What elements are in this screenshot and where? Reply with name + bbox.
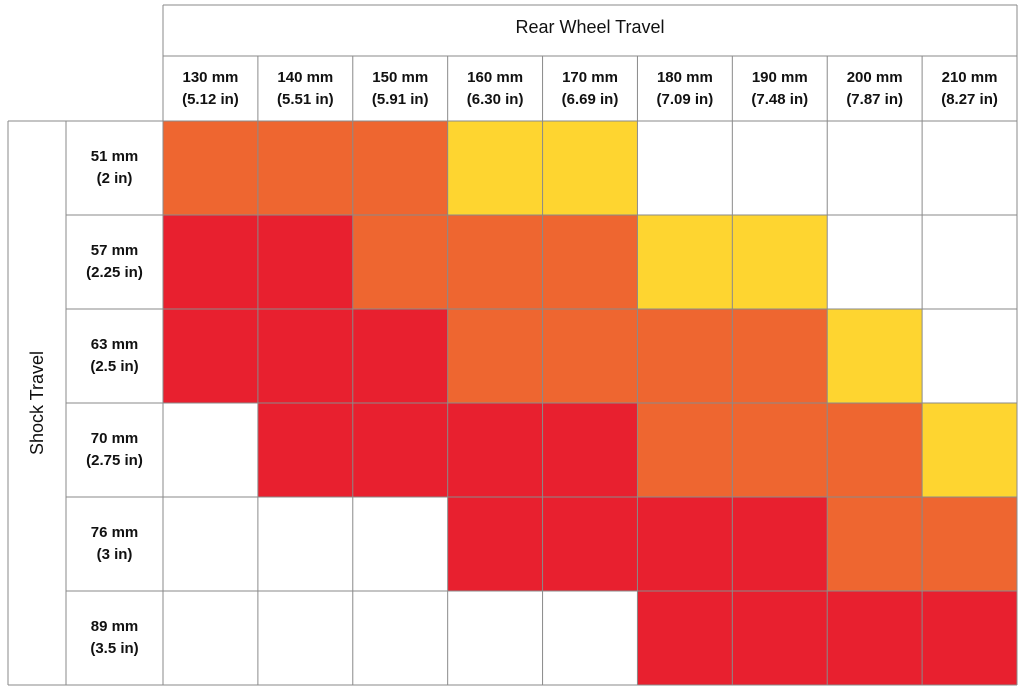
cell	[163, 309, 258, 403]
cell	[257, 403, 353, 497]
row-label-inches: (2.5 in)	[90, 358, 138, 375]
cell	[163, 215, 258, 309]
row-label: 51 mm	[91, 148, 139, 165]
column-label: 170 mm	[562, 69, 618, 86]
cell	[922, 121, 1017, 215]
cell	[163, 497, 258, 591]
cell	[637, 591, 733, 685]
column-label-inches: (6.69 in)	[562, 91, 619, 108]
cell	[827, 591, 923, 685]
column-label: 180 mm	[657, 69, 713, 86]
column-label: 150 mm	[372, 69, 428, 86]
cell	[637, 403, 733, 497]
cell	[447, 591, 543, 685]
cell	[352, 215, 448, 309]
cell	[637, 121, 733, 215]
cell	[542, 121, 638, 215]
row-label: 57 mm	[91, 242, 139, 259]
cell	[922, 309, 1017, 403]
row-label-inches: (3.5 in)	[90, 640, 138, 657]
cell	[352, 121, 448, 215]
row-label-inches: (2.25 in)	[86, 264, 143, 281]
cell	[257, 309, 353, 403]
row-label: 89 mm	[91, 618, 139, 635]
column-label: 200 mm	[847, 69, 903, 86]
cell	[542, 497, 638, 591]
column-group-title: Rear Wheel Travel	[515, 17, 664, 37]
column-label-inches: (5.12 in)	[182, 91, 239, 108]
cell	[827, 309, 923, 403]
cell	[827, 215, 923, 309]
column-label-inches: (8.27 in)	[941, 91, 998, 108]
cell	[827, 403, 923, 497]
column-label-inches: (7.09 in)	[657, 91, 714, 108]
cell	[732, 215, 828, 309]
cell	[637, 215, 733, 309]
cell	[732, 497, 828, 591]
cell	[447, 309, 543, 403]
cell	[827, 121, 923, 215]
column-label: 210 mm	[942, 69, 998, 86]
cell	[257, 215, 353, 309]
cell	[352, 497, 448, 591]
cell	[922, 591, 1017, 685]
cell	[257, 121, 353, 215]
column-label-inches: (5.91 in)	[372, 91, 429, 108]
column-label: 140 mm	[277, 69, 333, 86]
column-label-inches: (7.87 in)	[846, 91, 903, 108]
cell	[732, 591, 828, 685]
cell	[352, 403, 448, 497]
cell	[637, 497, 733, 591]
column-label: 160 mm	[467, 69, 523, 86]
column-label-inches: (7.48 in)	[751, 91, 808, 108]
cell	[257, 591, 353, 685]
cell	[922, 215, 1017, 309]
column-label: 130 mm	[183, 69, 239, 86]
column-label: 190 mm	[752, 69, 808, 86]
row-label: 70 mm	[91, 430, 139, 447]
row-label-inches: (2 in)	[97, 170, 133, 187]
cell	[163, 121, 258, 215]
cell	[922, 403, 1017, 497]
cell	[542, 215, 638, 309]
cell	[352, 309, 448, 403]
cell	[542, 591, 638, 685]
cell	[163, 403, 258, 497]
row-label-inches: (3 in)	[97, 546, 133, 563]
cell	[732, 309, 828, 403]
cell	[447, 215, 543, 309]
row-group-title: Shock Travel	[27, 351, 47, 455]
cell	[732, 403, 828, 497]
cell	[732, 121, 828, 215]
cell	[637, 309, 733, 403]
cell	[447, 497, 543, 591]
cell	[447, 121, 543, 215]
row-label-inches: (2.75 in)	[86, 452, 143, 469]
cell	[922, 497, 1017, 591]
cell	[257, 497, 353, 591]
column-label-inches: (6.30 in)	[467, 91, 524, 108]
row-label: 76 mm	[91, 524, 139, 541]
cell	[542, 403, 638, 497]
cell	[827, 497, 923, 591]
cell	[542, 309, 638, 403]
cell	[163, 591, 258, 685]
cell	[447, 403, 543, 497]
cell	[352, 591, 448, 685]
column-label-inches: (5.51 in)	[277, 91, 334, 108]
row-label: 63 mm	[91, 336, 139, 353]
